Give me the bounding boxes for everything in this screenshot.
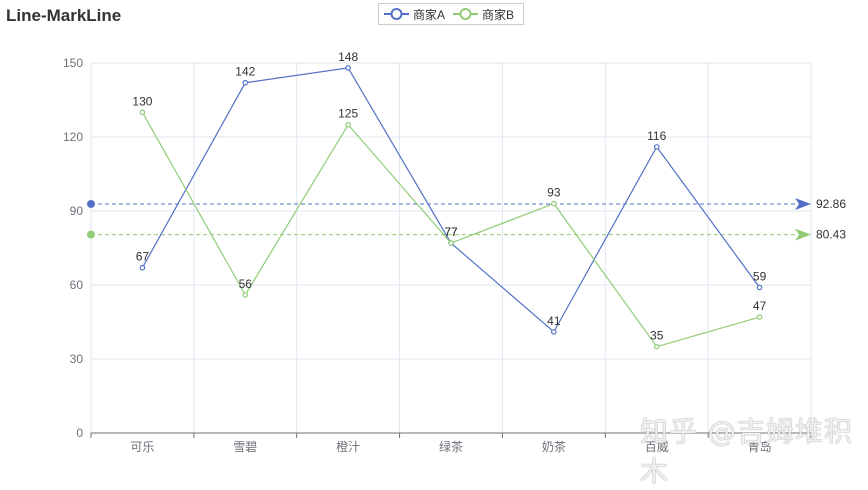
legend-label-b: 商家B — [482, 7, 515, 22]
y-tick-label: 90 — [70, 204, 84, 218]
mark-line-arrow-icon — [795, 197, 811, 210]
data-label: 125 — [338, 107, 358, 121]
data-point — [242, 292, 249, 298]
data-point — [345, 65, 351, 71]
x-tick-label: 绿茶 — [439, 439, 463, 454]
legend-line-circle-icon — [453, 8, 479, 20]
x-tick-label: 橙汁 — [336, 439, 360, 454]
data-point — [448, 240, 454, 246]
y-tick-label: 0 — [76, 426, 83, 440]
data-label: 77 — [444, 225, 458, 239]
x-tick-label: 雪碧 — [233, 440, 257, 454]
data-point — [242, 79, 249, 86]
data-label: 59 — [753, 269, 767, 283]
y-tick-label: 150 — [63, 56, 83, 70]
data-label: 41 — [547, 314, 561, 328]
data-label: 47 — [753, 299, 767, 313]
data-label: 67 — [136, 250, 150, 264]
legend-label-a: 商家A — [413, 7, 446, 22]
data-point — [345, 121, 351, 128]
data-label: 116 — [647, 129, 666, 143]
data-point — [653, 343, 660, 350]
y-tick-label: 30 — [70, 352, 84, 366]
data-label: 77 — [444, 225, 458, 239]
mark-line-label: 92.86 — [816, 197, 846, 211]
chart-title: Line-MarkLine — [6, 6, 122, 25]
legend: 商家A 商家B — [378, 3, 524, 25]
legend-item-a[interactable]: 商家A — [384, 6, 445, 23]
mark-line-start-dot — [87, 230, 95, 239]
series-line — [141, 67, 761, 333]
x-tick-label: 奶茶 — [542, 439, 566, 454]
y-tick-label: 120 — [63, 130, 83, 144]
data-label: 93 — [547, 186, 561, 200]
data-point — [653, 144, 660, 150]
data-point — [756, 314, 763, 320]
data-label: 142 — [235, 65, 255, 79]
data-point — [139, 109, 146, 116]
data-point — [551, 200, 557, 207]
data-point — [448, 240, 454, 246]
watermark: 知乎 @吉姆堆积木 — [640, 415, 853, 488]
mark-line-arrow-icon — [795, 228, 811, 241]
legend-item-b[interactable]: 商家B — [453, 6, 514, 23]
legend-line-circle-icon — [384, 8, 409, 20]
data-point — [756, 284, 763, 291]
data-label: 35 — [650, 329, 664, 343]
data-label: 56 — [239, 277, 253, 291]
data-point — [551, 329, 557, 335]
y-tick-label: 60 — [70, 278, 84, 292]
series-line — [141, 112, 760, 348]
mark-line-start-dot — [87, 199, 95, 208]
x-tick-label: 可乐 — [130, 440, 154, 454]
data-point — [139, 264, 146, 271]
mark-line-label: 80.43 — [816, 228, 846, 242]
data-label: 130 — [132, 94, 152, 108]
data-label: 148 — [338, 50, 358, 64]
